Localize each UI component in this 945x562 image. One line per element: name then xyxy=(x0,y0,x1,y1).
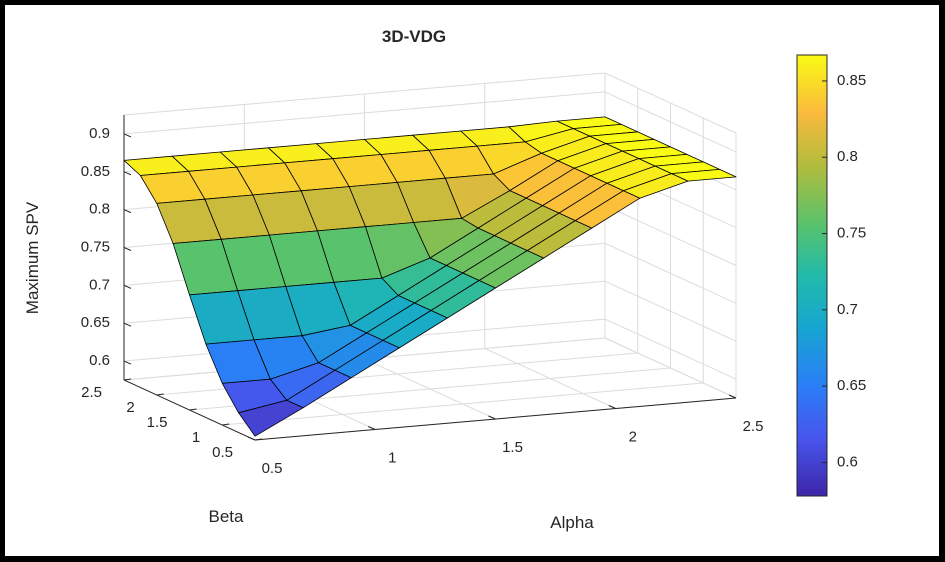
y-tick-label: 2.5 xyxy=(81,384,102,401)
x-tick xyxy=(368,426,376,430)
z-tick xyxy=(123,209,132,214)
colorbar-fill xyxy=(796,54,828,497)
y-tick-label: 0.5 xyxy=(212,444,233,461)
x-tick xyxy=(728,394,737,399)
surface-patch xyxy=(238,399,304,437)
colorbar-tick-label: 0.75 xyxy=(837,225,866,242)
axes-box: 0.6 0.65 0.7 0.75 0.8 0.85 0.9 0.5 1 1.5 2 2.5 0.5 1 1… xyxy=(81,115,764,477)
x-tick-label: 2.5 xyxy=(743,418,764,435)
colorbar-tick-label: 0.65 xyxy=(837,377,866,394)
colorbar-tick-label: 0.6 xyxy=(837,453,858,470)
x-tick xyxy=(488,415,496,420)
x-tick xyxy=(247,436,256,441)
z-tick-label: 0.8 xyxy=(89,201,110,218)
y-axis-label: Beta xyxy=(209,507,245,526)
z-tick-label: 0.85 xyxy=(81,163,110,180)
x-axis-label: Alpha xyxy=(550,513,594,532)
y-tick xyxy=(156,393,164,396)
colorbar-tick-label: 0.85 xyxy=(837,72,866,89)
x-tick-label: 2 xyxy=(629,428,637,445)
colorbar-tick-label: 0.7 xyxy=(837,301,858,318)
chart-title: 3D-VDG xyxy=(382,27,446,46)
z-tick-label: 0.7 xyxy=(89,276,110,293)
colorbar: 0.6 0.65 0.7 0.75 0.8 0.85 xyxy=(796,54,866,497)
colorbar-tick-label: 0.8 xyxy=(837,148,858,165)
x-tick-label: 0.5 xyxy=(262,460,283,477)
grid-line xyxy=(222,382,704,426)
z-tick xyxy=(123,133,132,138)
surface-mesh xyxy=(123,116,737,437)
y-tick-label: 2 xyxy=(126,399,134,416)
y-tick-label: 1 xyxy=(192,429,200,446)
z-tick xyxy=(123,284,132,289)
z-tick-label: 0.75 xyxy=(81,238,110,255)
y-tick xyxy=(254,438,263,441)
x-tick-label: 1.5 xyxy=(502,439,523,456)
z-tick xyxy=(123,171,132,176)
y-tick xyxy=(222,423,230,426)
z-tick xyxy=(123,322,132,327)
x-tick-label: 1 xyxy=(388,449,396,466)
z-tick xyxy=(123,247,132,251)
z-tick xyxy=(123,360,132,365)
z-axis-label: Maximum SPV xyxy=(23,201,42,314)
y-tick-label: 1.5 xyxy=(147,414,168,431)
z-tick-label: 0.6 xyxy=(89,352,110,369)
z-tick-label: 0.9 xyxy=(89,125,110,142)
y-tick xyxy=(123,378,132,381)
y-tick xyxy=(189,408,197,411)
x-tick xyxy=(608,405,616,409)
z-tick-label: 0.65 xyxy=(81,314,110,331)
